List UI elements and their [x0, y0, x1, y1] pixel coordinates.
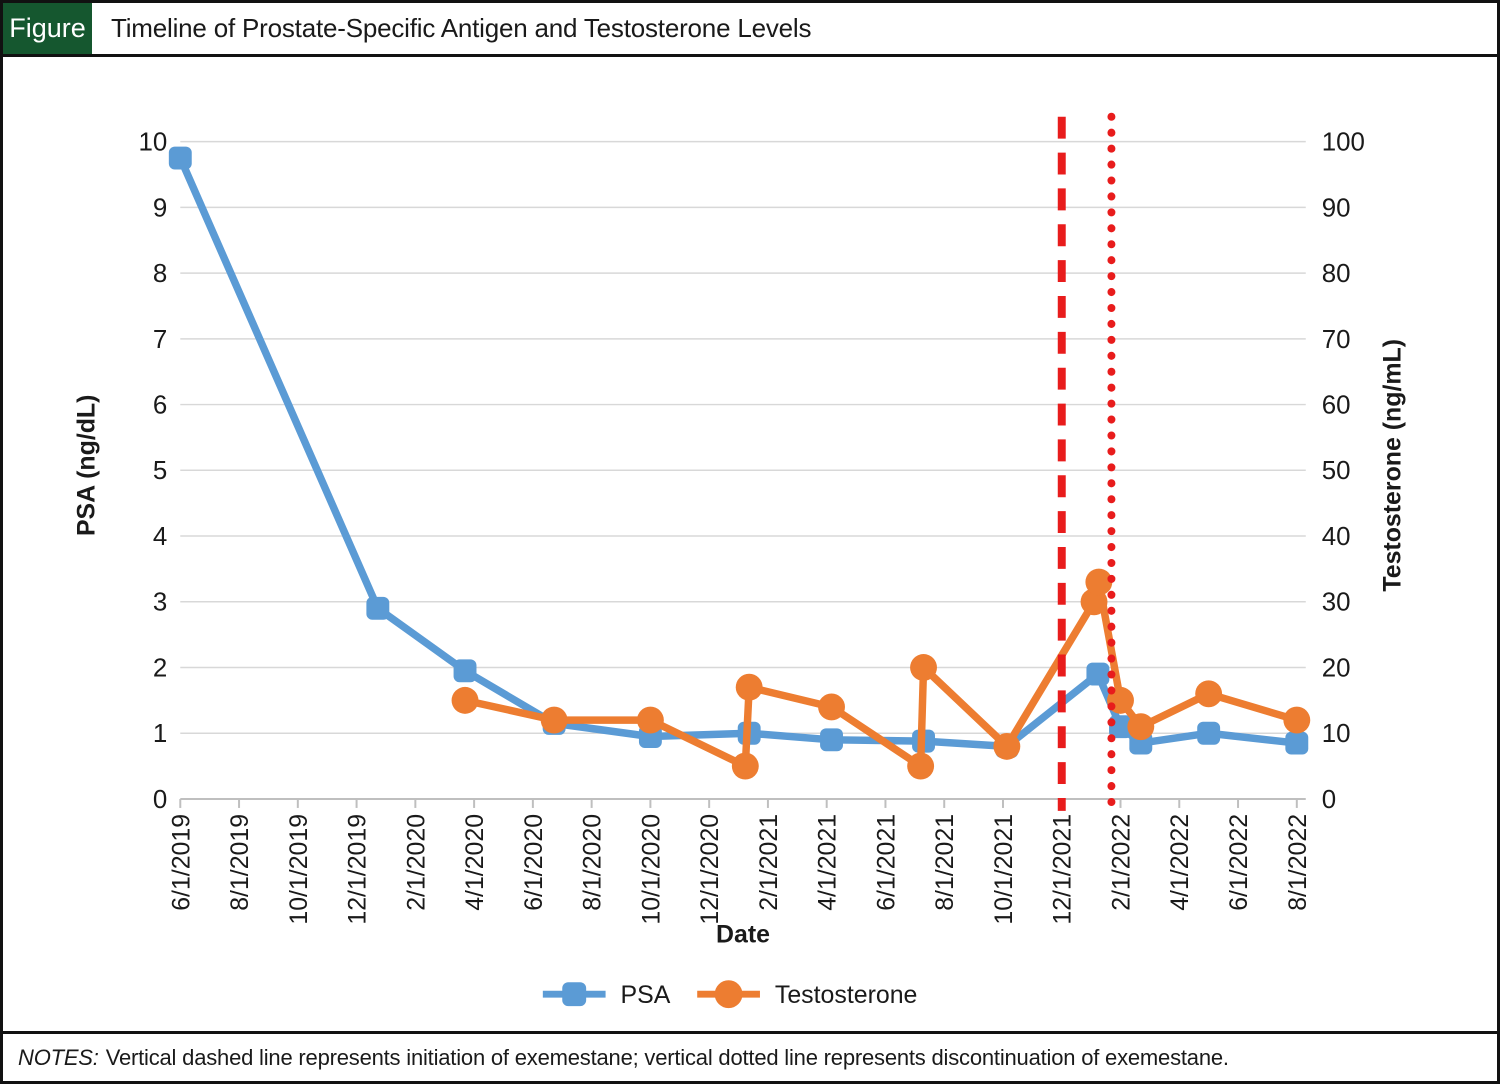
- right-tick-label: 100: [1322, 129, 1365, 157]
- testosterone-point-marker: [731, 752, 759, 780]
- x-tick-label: 8/1/2021: [931, 814, 959, 911]
- left-tick-label: 2: [153, 654, 167, 682]
- right-axis-labels: 0 10 20 30 40 50 60 70 80 90 100: [1322, 129, 1365, 814]
- right-tick-label: 30: [1322, 589, 1351, 617]
- left-tick-label: 6: [153, 392, 167, 420]
- testosterone-point-marker: [636, 706, 664, 734]
- right-tick-label: 50: [1322, 457, 1351, 485]
- left-axis-title: PSA (ng/dL): [73, 395, 101, 536]
- psa-series: [168, 146, 1309, 758]
- x-tick-label: 8/1/2022: [1284, 814, 1312, 911]
- testosterone-point-marker: [1283, 706, 1311, 734]
- x-tick-label: 4/1/2021: [814, 814, 842, 911]
- testosterone-point-marker: [540, 706, 568, 734]
- psa-line: [176, 154, 1301, 751]
- x-tick-label: 12/1/2021: [1049, 814, 1077, 925]
- testosterone-point-marker: [818, 693, 845, 721]
- legend-psa-marker: [562, 982, 587, 1007]
- right-tick-label: 80: [1322, 260, 1351, 288]
- x-tick-label: 6/1/2020: [520, 814, 548, 911]
- right-tick-label: 70: [1322, 326, 1351, 354]
- left-tick-label: 0: [153, 786, 167, 814]
- right-tick-label: 0: [1322, 786, 1336, 814]
- x-tick-label: 2/1/2021: [755, 814, 783, 911]
- testosterone-point-marker: [993, 732, 1021, 760]
- x-tick-label: 6/1/2019: [167, 814, 195, 911]
- notes-text: Vertical dashed line represents initiati…: [105, 1044, 1229, 1070]
- x-tick-label: 2/1/2022: [1107, 814, 1135, 911]
- notes-bar: NOTES: Vertical dashed line represents i…: [3, 1031, 1497, 1081]
- testosterone-point-marker: [910, 654, 937, 681]
- x-axis: 6/1/2019 8/1/2019 10/1/2019 12/1/2019 2/1/20…: [167, 797, 1312, 925]
- x-tick-label: 12/1/2020: [696, 814, 724, 925]
- x-tick-label: 4/1/2022: [1166, 814, 1194, 911]
- figure-header: Figure Timeline of Prostate-Specific Ant…: [3, 3, 1497, 57]
- testosterone-point-marker: [735, 673, 763, 701]
- testosterone-point-marker: [451, 686, 479, 714]
- psa-point-marker: [366, 596, 390, 620]
- notes-label: NOTES:: [18, 1044, 99, 1070]
- gridlines: [180, 140, 1306, 734]
- legend-testosterone-marker: [714, 980, 743, 1009]
- right-tick-label: 40: [1322, 523, 1351, 551]
- testosterone-point-marker: [907, 752, 935, 780]
- x-tick-label: 8/1/2019: [226, 814, 254, 911]
- left-axis-labels: 0 1 2 3 4 5 6 7 8 9 10: [139, 129, 168, 814]
- left-tick-label: 10: [139, 129, 168, 157]
- right-tick-label: 10: [1322, 720, 1351, 748]
- psa-point-marker: [1086, 662, 1110, 686]
- left-tick-label: 9: [153, 194, 167, 222]
- left-tick-label: 1: [153, 720, 167, 748]
- left-tick-label: 7: [153, 326, 167, 354]
- left-tick-label: 4: [153, 523, 167, 551]
- psa-point-marker: [168, 146, 192, 170]
- x-tick-label: 6/1/2021: [872, 814, 900, 911]
- x-tick-label: 12/1/2019: [344, 814, 372, 925]
- x-tick-label: 2/1/2020: [402, 814, 430, 911]
- left-tick-label: 3: [153, 589, 167, 617]
- x-axis-title: Date: [716, 920, 770, 948]
- x-tick-label: 10/1/2021: [990, 814, 1018, 925]
- testosterone-point-marker: [1127, 713, 1155, 741]
- right-tick-label: 20: [1322, 654, 1351, 682]
- figure-badge: Figure: [3, 3, 92, 54]
- legend: PSA Testosterone: [542, 980, 918, 1009]
- testosterone-series: [451, 568, 1311, 780]
- psa-point-marker: [820, 728, 843, 752]
- legend-psa-label: PSA: [621, 981, 671, 1009]
- right-tick-label: 90: [1322, 194, 1351, 222]
- x-tick-label: 6/1/2022: [1225, 814, 1253, 911]
- psa-point-marker: [1285, 731, 1309, 755]
- x-tick-label: 10/1/2020: [637, 814, 665, 925]
- timeline-chart: 6/1/2019 8/1/2019 10/1/2019 12/1/2019 2/1/20…: [73, 112, 1406, 1009]
- right-axis-title: Testosterone (ng/mL): [1378, 339, 1406, 592]
- x-tick-label: 4/1/2020: [461, 814, 489, 911]
- testosterone-point-marker: [1085, 568, 1113, 596]
- x-tick-label: 10/1/2019: [285, 814, 313, 925]
- left-tick-label: 8: [153, 260, 167, 288]
- psa-point-marker: [453, 659, 477, 683]
- legend-testosterone-label: Testosterone: [775, 981, 918, 1009]
- right-tick-label: 60: [1322, 392, 1351, 420]
- testosterone-point-marker: [1195, 680, 1223, 708]
- psa-point-marker: [1197, 721, 1221, 745]
- chart-area: 6/1/2019 8/1/2019 10/1/2019 12/1/2019 2/1/20…: [3, 57, 1497, 1031]
- left-tick-label: 5: [153, 457, 167, 485]
- figure-title: Timeline of Prostate-Specific Antigen an…: [111, 13, 812, 43]
- x-tick-label: 8/1/2020: [579, 814, 607, 911]
